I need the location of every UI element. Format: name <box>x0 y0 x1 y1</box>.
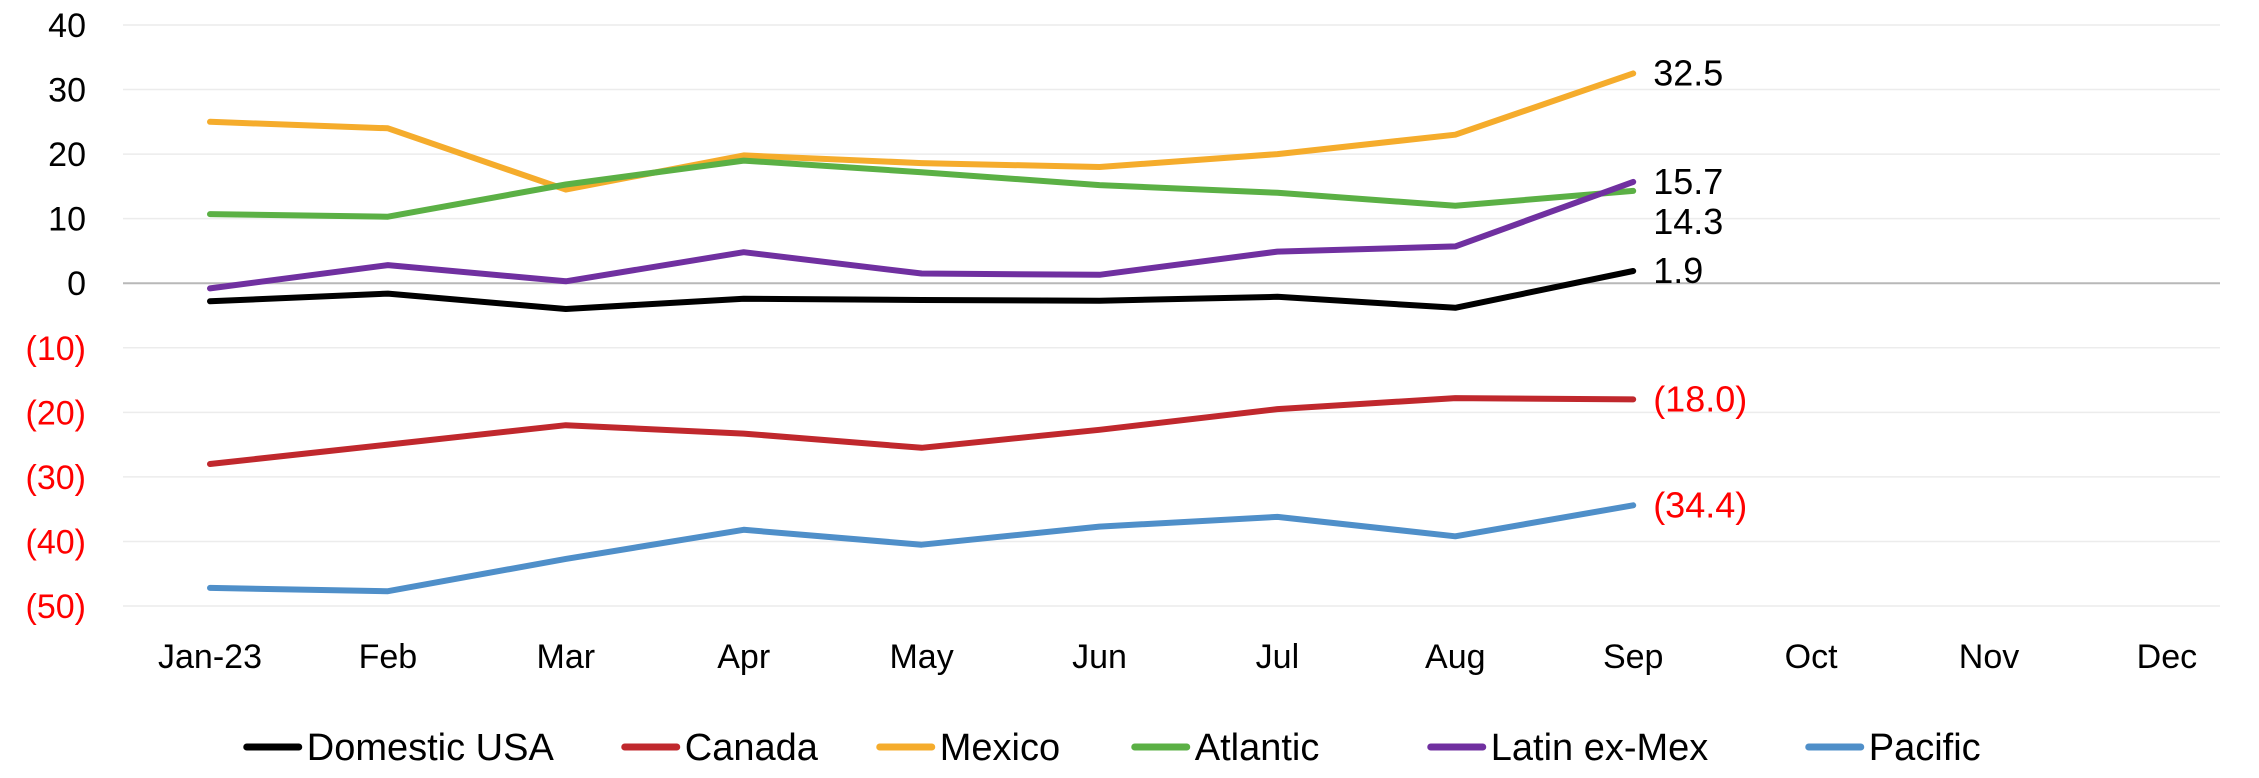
y-tick-label: (40) <box>26 523 86 561</box>
y-tick-label: (50) <box>26 588 86 626</box>
y-tick-label: (30) <box>26 459 86 497</box>
x-tick-label: Jan-23 <box>158 638 262 676</box>
data-label: 14.3 <box>1653 201 1723 242</box>
x-tick-label: Apr <box>717 638 770 676</box>
series-line <box>207 70 1637 193</box>
data-label: 15.7 <box>1653 161 1723 202</box>
series-line <box>207 502 1637 595</box>
x-tick-label: Sep <box>1603 638 1664 676</box>
legend-item: Mexico <box>876 727 1060 769</box>
x-tick-label: Oct <box>1785 638 1838 676</box>
x-tick-label: Nov <box>1959 638 2019 676</box>
series-line <box>207 178 1637 292</box>
y-tick-label: 0 <box>67 265 86 303</box>
legend-item: Canada <box>621 727 819 769</box>
y-tick-label: 40 <box>48 7 86 45</box>
legend-item: Latin ex-Mex <box>1427 727 1709 769</box>
gridlines <box>123 24 2220 607</box>
x-tick-label: Aug <box>1425 638 1486 676</box>
x-tick-label: Feb <box>359 638 418 676</box>
x-tick-label: Dec <box>2137 638 2197 676</box>
legend-label: Canada <box>685 727 819 769</box>
legend-label: Pacific <box>1869 727 1981 769</box>
y-tick-label: 30 <box>48 72 86 110</box>
legend-label: Domestic USA <box>307 727 555 769</box>
series-line <box>207 268 1637 312</box>
end-labels: 32.5 15.714.3 1.9 (18.0) (34.4) <box>1653 52 1747 525</box>
x-tick-label: Mar <box>537 638 596 676</box>
data-label: (34.4) <box>1653 484 1747 525</box>
y-tick-label: 10 <box>48 201 86 239</box>
series-line <box>207 157 1637 220</box>
legend-label: Latin ex-Mex <box>1491 727 1709 769</box>
y-tick-label: (10) <box>26 330 86 368</box>
series-lines <box>207 70 1637 595</box>
x-axis: Jan-23 Feb Mar Apr May Jun Jul Aug Sep Oct Nov Dec <box>158 638 2197 676</box>
legend-item: Atlantic <box>1131 727 1320 769</box>
legend: Domestic USA Canada Mexico Atlantic Latin ex… <box>243 727 1981 769</box>
y-tick-label: 20 <box>48 136 86 174</box>
x-tick-label: Jul <box>1256 638 1299 676</box>
legend-item: Pacific <box>1805 727 1981 769</box>
data-label: 32.5 <box>1653 52 1723 93</box>
y-axis: 40 30 20 10 0 (10) (20) (30) (40) (50) <box>26 7 86 626</box>
data-label: (18.0) <box>1653 378 1747 419</box>
legend-label: Mexico <box>940 727 1060 769</box>
legend-item: Domestic USA <box>243 727 555 769</box>
series-line <box>207 395 1637 467</box>
x-tick-label: May <box>889 638 953 676</box>
x-tick-label: Jun <box>1072 638 1127 676</box>
legend-label: Atlantic <box>1195 727 1320 769</box>
y-tick-label: (20) <box>26 394 86 432</box>
data-label: 1.9 <box>1653 250 1703 291</box>
